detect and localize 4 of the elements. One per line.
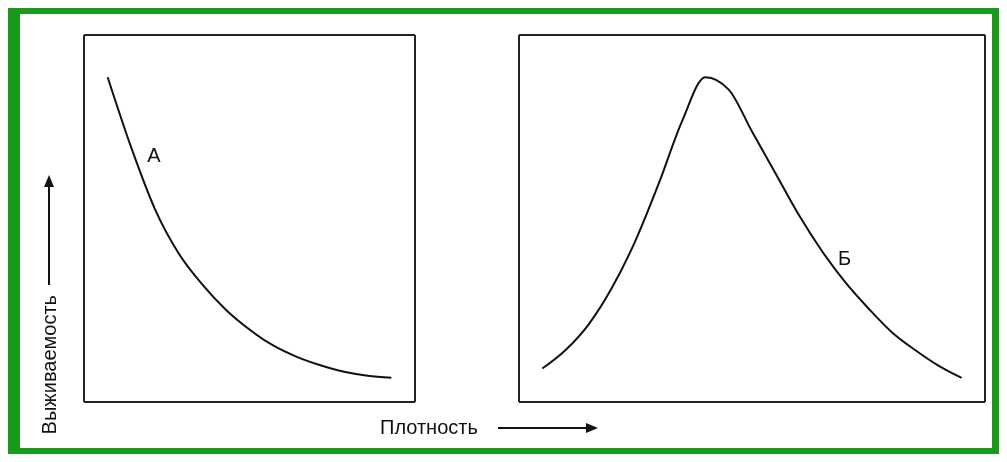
series-label: Б — [837, 246, 852, 269]
y-axis-title: Выживаемость — [37, 294, 61, 434]
series-label: А — [147, 143, 162, 166]
x-axis-title: Плотность — [380, 416, 478, 439]
